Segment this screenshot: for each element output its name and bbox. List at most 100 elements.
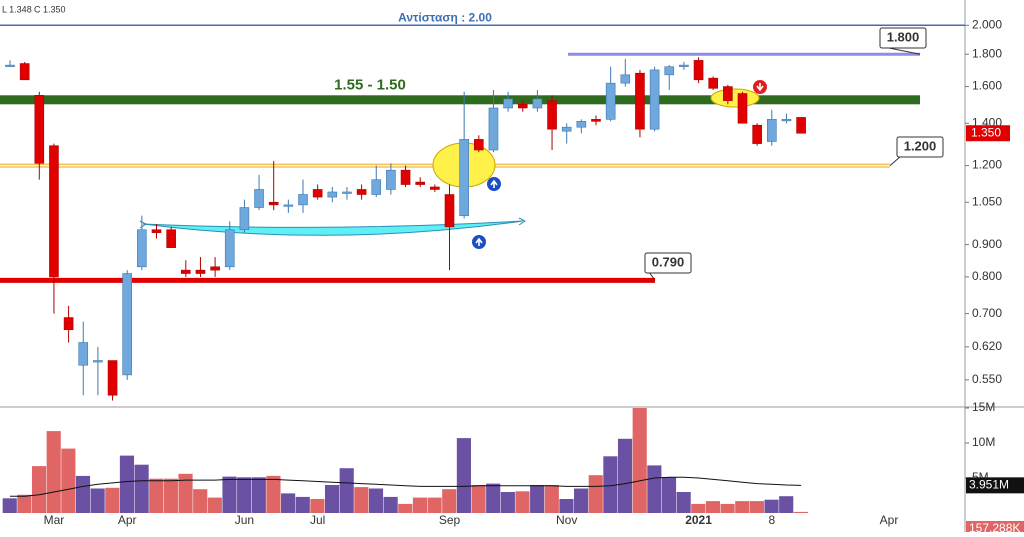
candle-body: [752, 124, 762, 144]
candle-body: [547, 100, 557, 130]
volume-bar: [207, 497, 222, 513]
y-tick-label: 2.000: [972, 17, 1002, 31]
y-tick-label: 0.620: [972, 339, 1002, 353]
candle-body: [517, 103, 528, 109]
candle-body: [268, 201, 279, 206]
candle-body: [63, 317, 74, 331]
candle-body: [723, 86, 733, 101]
candle-body: [796, 117, 806, 134]
volume-bar: [486, 483, 501, 513]
x-tick-label: Mar: [44, 513, 65, 527]
volume-bar: [90, 488, 105, 513]
volume-bar: [324, 485, 340, 513]
volume-ma-box: [966, 477, 1024, 494]
volume-bar: [705, 501, 721, 513]
candle-body: [122, 273, 132, 376]
volume-bar: [661, 477, 677, 513]
volume-bar: [222, 476, 237, 513]
y-tick-label: 1.050: [972, 194, 1002, 208]
highlight: [710, 88, 760, 108]
candle-body: [386, 169, 396, 190]
y-tick-label: 1.600: [972, 79, 1002, 93]
candle-body: [635, 72, 645, 130]
volume-bar: [105, 487, 120, 513]
volume-bar: [149, 478, 164, 513]
volume-bar: [412, 497, 428, 513]
volume-bar: [647, 465, 662, 513]
level-callout: [889, 155, 902, 166]
candle-body: [34, 94, 45, 164]
candle-body: [620, 74, 631, 84]
volume-bar: [544, 485, 559, 513]
candle-body: [444, 194, 455, 228]
volume-bar: [119, 455, 135, 513]
support-zone: [0, 95, 920, 105]
candle-body: [49, 145, 59, 278]
volume-bar: [2, 498, 17, 513]
x-tick-label: Jul: [310, 513, 325, 527]
volume-bar: [471, 485, 486, 513]
volume-bar: [75, 475, 91, 513]
volume-bar: [749, 501, 764, 513]
x-tick-label: Apr: [118, 513, 137, 527]
candle-body: [327, 191, 338, 198]
volume-bar: [46, 431, 61, 513]
last-price-box: [966, 125, 1010, 142]
candle-body: [254, 189, 264, 208]
y-tick-label: 0.700: [972, 306, 1002, 320]
volume-bar: [735, 501, 750, 513]
candle-body: [371, 179, 382, 195]
candle-body: [430, 186, 440, 190]
volume-bar: [383, 496, 398, 513]
volume-bar: [779, 496, 794, 513]
volume-bar: [398, 503, 413, 513]
x-tick-label: Apr: [880, 513, 899, 527]
candle-body: [181, 269, 191, 274]
candle-body: [415, 181, 426, 185]
x-axis-strip: [0, 513, 965, 532]
x-tick-label: Jun: [235, 513, 254, 527]
volume-bar: [574, 488, 589, 513]
x-tick-label: Nov: [556, 513, 577, 527]
candle-body: [591, 119, 601, 122]
volume-bar: [61, 448, 76, 513]
candle-body: [561, 126, 572, 132]
volume-bar: [281, 493, 296, 513]
candle-body: [312, 189, 323, 198]
candle-body: [679, 64, 689, 67]
signal-arrow: [475, 237, 483, 246]
candle-body: [737, 93, 748, 124]
candle-body: [239, 207, 250, 231]
candle-body: [356, 189, 367, 195]
candle-body: [210, 266, 220, 271]
last-price-label: 1.350: [971, 125, 1001, 139]
resistance-label: Αντίσταση : 2.00: [398, 10, 492, 24]
level-label-box: [644, 252, 692, 274]
candle-body: [488, 107, 499, 151]
volume-y-tick-label: 10M: [972, 435, 995, 449]
volume-ma-label: 3.951M: [969, 478, 1009, 492]
candle-body: [766, 119, 777, 142]
volume-bar: [427, 497, 442, 513]
candle-body: [283, 204, 294, 207]
candle-body: [195, 269, 206, 274]
candle-body: [137, 229, 147, 268]
volume-bar: [691, 503, 706, 513]
volume-bar: [603, 456, 618, 513]
candle-body: [649, 69, 660, 130]
volume-bar: [588, 475, 603, 513]
ohlc-close: C 1.350: [34, 4, 66, 14]
candle-body: [473, 139, 484, 151]
candle-body: [107, 360, 118, 396]
x-tick-label: 2021: [685, 513, 712, 527]
volume-bar: [339, 468, 354, 513]
candle-body: [19, 63, 30, 81]
volume-bar: [251, 477, 266, 513]
volume-bar: [632, 408, 647, 513]
volume-bar: [193, 489, 208, 513]
candle-body: [781, 119, 792, 122]
volume-ma-line: [10, 476, 802, 497]
cyan-arc: [142, 220, 524, 236]
candle-body: [576, 120, 587, 128]
